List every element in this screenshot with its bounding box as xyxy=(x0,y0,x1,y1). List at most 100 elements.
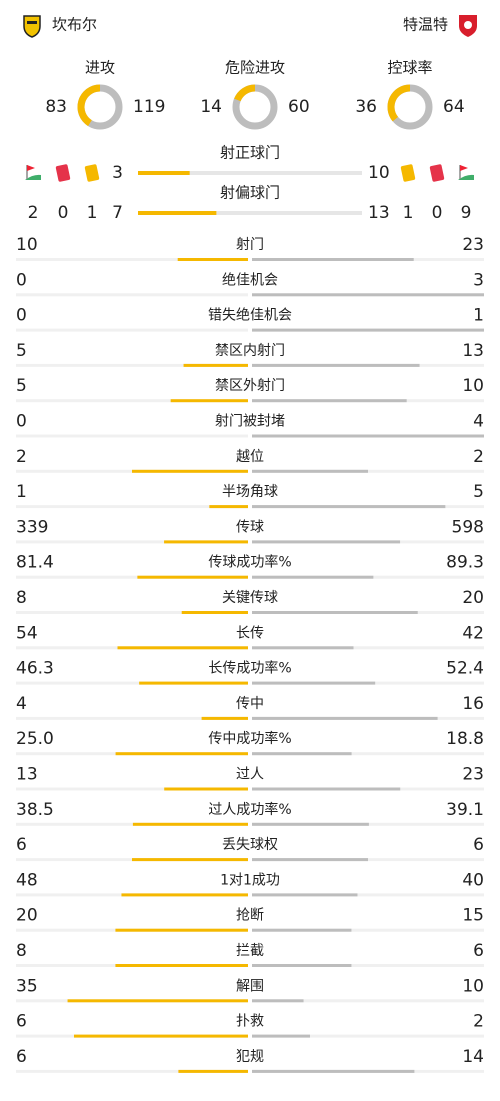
stat-away-bar xyxy=(252,787,401,791)
stat-label: 错失绝佳机会 xyxy=(208,308,292,324)
stat-away: 10 xyxy=(462,976,484,996)
red-card-icon xyxy=(55,164,71,182)
corner-icon xyxy=(458,165,474,180)
stat-track-right xyxy=(252,646,484,650)
stat-label: 越位 xyxy=(236,449,264,465)
stat-home: 46.3 xyxy=(16,659,54,679)
home-red-count: 0 xyxy=(58,203,69,223)
top-bar-label: 射正球门 xyxy=(220,144,280,162)
stat-home-bar xyxy=(209,505,248,509)
stat-away: 42 xyxy=(462,623,484,643)
stat-home: 339 xyxy=(16,517,48,537)
stat-away-bar xyxy=(252,646,354,650)
stat-label: 解围 xyxy=(236,978,264,994)
stat-label: 丢失球权 xyxy=(222,837,278,853)
stat-home: 38.5 xyxy=(16,800,54,820)
stat-home: 2 xyxy=(16,447,27,467)
donut-away-value: 64 xyxy=(443,97,465,117)
stat-label: 过人 xyxy=(236,767,264,783)
stat-home-bar xyxy=(74,1034,248,1038)
stat-away-bar xyxy=(252,575,374,579)
stat-away-bar xyxy=(252,999,304,1003)
stat-home-bar xyxy=(115,752,248,756)
stat-away: 3 xyxy=(473,270,484,290)
stat-home: 0 xyxy=(16,270,27,290)
stat-home-bar xyxy=(121,893,248,897)
donut-home-value: 14 xyxy=(200,97,222,117)
stat-home: 54 xyxy=(16,623,38,643)
donut-label: 危险进攻 xyxy=(225,59,285,77)
stat-home-bar xyxy=(115,928,248,932)
stat-track-left xyxy=(16,540,248,544)
stat-away-bar xyxy=(252,964,352,967)
stat-away-bar xyxy=(252,505,446,509)
stat-away: 10 xyxy=(462,376,484,396)
stat-label: 传球成功率% xyxy=(208,554,291,571)
stat-away-bar xyxy=(252,399,407,403)
top-bar-home: 7 xyxy=(112,203,123,223)
stat-track-left xyxy=(16,611,248,614)
stat-track-left xyxy=(16,822,248,826)
stat-away-bar xyxy=(252,1034,310,1038)
donut-away-value: 60 xyxy=(288,97,310,117)
stat-home-bar xyxy=(115,964,248,967)
stat-away-bar xyxy=(252,1069,415,1073)
stat-away: 6 xyxy=(473,835,484,855)
stat-label: 禁区内射门 xyxy=(215,343,285,359)
stat-away-bar xyxy=(252,822,369,826)
donut-home-value: 83 xyxy=(45,97,67,117)
stat-away: 4 xyxy=(473,412,484,432)
corner-flag xyxy=(27,165,35,171)
stat-home-bar xyxy=(132,822,248,826)
stat-home-bar xyxy=(67,999,248,1003)
top-bar-away: 13 xyxy=(368,203,390,223)
stat-away: 23 xyxy=(462,235,484,255)
stat-home: 35 xyxy=(16,976,38,996)
stat-home-bar xyxy=(132,858,248,862)
stat-track-left xyxy=(16,681,248,685)
corner-flag xyxy=(460,165,468,171)
stat-home-bar xyxy=(170,399,248,403)
home-corners-count: 2 xyxy=(28,203,39,223)
stat-label: 关键传球 xyxy=(222,590,278,606)
red-card-icon xyxy=(429,164,445,182)
stat-away-bar xyxy=(252,540,401,544)
stat-away: 39.1 xyxy=(446,800,484,820)
stat-home-bar xyxy=(181,611,248,614)
stat-home: 5 xyxy=(16,341,27,361)
stat-home-bar xyxy=(117,646,248,650)
top-bar-home-fill xyxy=(138,211,217,215)
stat-away-bar xyxy=(252,328,484,332)
home-team: 坎布尔 xyxy=(52,16,97,34)
stat-track-left xyxy=(16,258,248,261)
stat-home: 5 xyxy=(16,376,27,396)
stat-away: 89.3 xyxy=(446,553,484,573)
stat-track-left xyxy=(16,575,248,579)
stat-away-bar xyxy=(252,363,420,367)
stat-label: 绝佳机会 xyxy=(222,272,278,288)
stat-away-bar xyxy=(252,293,484,297)
corner-field xyxy=(25,174,41,180)
stat-track-left xyxy=(16,363,248,367)
donut-label: 进攻 xyxy=(85,59,115,77)
stat-away: 23 xyxy=(462,765,484,785)
away-team: 特温特 xyxy=(403,16,448,34)
stat-track-left xyxy=(16,293,248,297)
stat-label: 抢断 xyxy=(236,907,264,924)
stat-label: 1对1成功 xyxy=(220,872,280,888)
stat-label: 扑救 xyxy=(236,1014,264,1030)
stat-label: 长传 xyxy=(236,625,264,641)
stat-away: 13 xyxy=(462,341,484,361)
stat-away: 40 xyxy=(462,870,484,890)
stat-home: 8 xyxy=(16,941,27,961)
stat-home-bar xyxy=(132,469,248,473)
stat-label: 禁区外射门 xyxy=(215,378,285,394)
stat-away-bar xyxy=(252,611,418,614)
stat-home: 81.4 xyxy=(16,553,54,573)
stat-home-bar xyxy=(164,540,248,544)
stat-away-bar xyxy=(252,716,438,720)
donut-home-arc xyxy=(77,84,101,127)
stat-away: 14 xyxy=(462,1047,484,1067)
stat-label: 拦截 xyxy=(236,943,264,959)
